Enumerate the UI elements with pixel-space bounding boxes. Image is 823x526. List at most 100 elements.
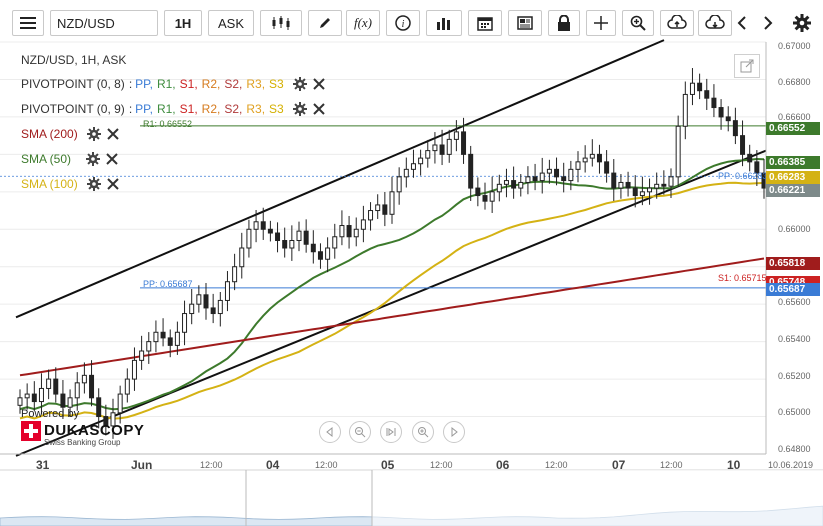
pivot-item: S2, [224,77,243,91]
sma-200-name: SMA (200) [21,127,78,141]
candle-body [60,393,66,408]
candle-body [210,307,216,315]
candle-body [482,195,488,202]
settings-button[interactable] [791,12,813,34]
candle-body [146,341,152,352]
info-button[interactable]: i [386,10,420,36]
pivot-item: R3, [246,77,266,91]
candle-body [296,230,302,242]
candle-body [17,397,23,406]
candle-body [539,172,545,182]
candle-body [275,232,281,242]
close-icon[interactable] [105,152,119,166]
close-icon[interactable] [106,177,120,191]
candle-body [511,180,517,189]
brand-name: DUKASCOPY [44,422,145,439]
gear-icon[interactable] [292,77,307,91]
zoom-out-button[interactable] [349,421,371,443]
candle-body [89,374,95,399]
dukascopy-logo: DUKASCOPY [21,421,144,441]
time-tick-label: 12:00 [545,460,568,470]
candle-body [67,397,73,408]
side-label: ASK [217,15,244,31]
pivot-item: PP, [135,102,153,116]
candle-body [468,153,474,189]
candle-body [532,176,538,182]
candle-body [611,172,617,189]
zoom-in-button[interactable] [412,421,434,443]
calendar-icon [477,17,493,31]
pivot-item: S3 [269,77,284,91]
scroll-left-button[interactable] [319,421,341,443]
gear-icon[interactable] [86,177,101,191]
next-button[interactable] [757,12,779,34]
gear-icon[interactable] [292,102,307,116]
candle-body [632,187,638,197]
close-icon[interactable] [312,102,326,116]
close-icon[interactable] [106,127,120,141]
candle-body [167,337,173,346]
candle-body [96,397,102,418]
menu-button[interactable] [12,10,44,36]
candle-body [425,150,431,159]
timeframe-selector[interactable]: 1H [164,10,202,36]
candle-body [661,183,667,187]
candle-body [74,382,80,399]
crosshair-icon [594,16,608,30]
scroll-right-button[interactable] [443,421,465,443]
lock-button[interactable] [548,10,580,36]
pencil-icon [320,18,330,28]
candle-body [475,187,481,197]
candle-body [439,144,445,155]
candle-body [153,331,159,343]
side-selector[interactable]: ASK [208,10,254,36]
symbol-selector[interactable]: NZD/USD [50,10,158,36]
candle-body [117,393,123,414]
candle-body [410,163,416,170]
pivot-item: S2, [224,102,243,116]
candle-body [725,116,731,122]
swiss-cross-icon [21,421,41,441]
expand-icon [740,59,754,73]
reset-button[interactable] [380,421,402,443]
crosshair-button[interactable] [586,10,616,36]
zoom-button[interactable] [622,10,654,36]
close-icon[interactable] [312,77,326,91]
candle-body [46,378,52,389]
navigator-window[interactable] [372,470,823,526]
candle-body [489,191,495,202]
prev-button[interactable] [731,12,753,34]
candle-body [518,181,524,189]
price-tick-label: 0.65200 [778,371,811,381]
pivot-levels [0,125,766,289]
time-tick-label: 06 [496,458,510,472]
chart-toolbar: NZD/USD 1H ASK f(x) i [0,0,823,42]
indicators-button[interactable]: f(x) [346,10,380,36]
draw-button[interactable] [308,10,342,36]
candle-body [382,204,388,215]
price-tick-label: 0.66000 [778,224,811,234]
price-tick-label: 0.66800 [778,77,811,87]
candle-body [196,294,202,305]
calendar-button[interactable] [468,10,502,36]
candle-body [160,331,166,339]
candle-body [375,204,381,212]
candle-body [139,350,145,361]
candle-body [525,176,531,183]
save-cloud-button[interactable] [660,10,694,36]
expand-button[interactable] [734,54,760,78]
sma-row-50: SMA (50) [21,151,119,167]
candle-body [575,161,581,170]
gear-icon[interactable] [86,127,101,141]
svg-text:i: i [402,19,405,30]
candle-body [668,176,674,187]
candle-body [182,313,188,333]
chart-type-button[interactable] [260,10,302,36]
news-button[interactable] [508,10,542,36]
gear-icon[interactable] [86,152,101,166]
candle-body [174,331,180,346]
volume-button[interactable] [426,10,462,36]
load-cloud-button[interactable] [698,10,732,36]
time-tick-label: 12:00 [315,460,338,470]
